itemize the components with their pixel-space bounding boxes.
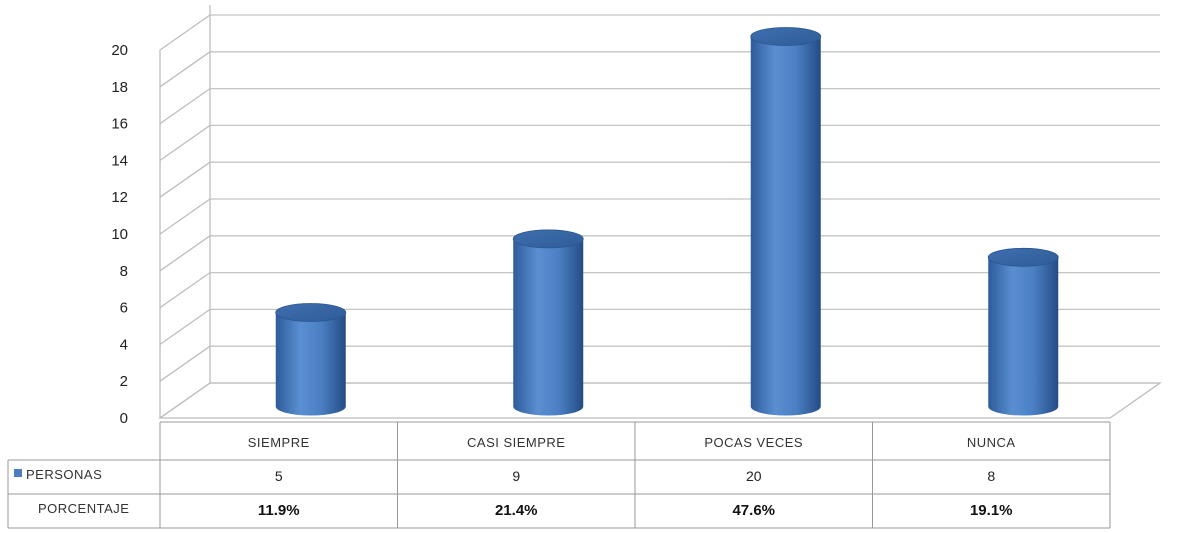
gridline-depth — [159, 161, 211, 198]
gridline-depth — [159, 345, 211, 382]
gridline-depth — [159, 14, 211, 51]
gridline-depth — [159, 88, 211, 125]
y-tick-label: 0 — [120, 410, 128, 427]
bar-body — [275, 312, 346, 416]
data-label: 11.9% — [258, 502, 300, 519]
data-label: 47.6% — [732, 502, 775, 519]
y-tick-label: 12 — [111, 189, 128, 206]
gridline-depth — [159, 51, 211, 88]
gridline-depth — [159, 272, 211, 309]
data-label: 20 — [746, 468, 762, 484]
bar — [750, 27, 822, 416]
data-label: 5 — [275, 468, 283, 484]
y-tick-label: 20 — [111, 42, 128, 59]
y-tick-label: 16 — [111, 116, 128, 133]
legend-key — [14, 469, 22, 477]
y-tick-label: 10 — [111, 226, 128, 243]
bar-body — [988, 257, 1059, 416]
y-tick-label: 14 — [111, 152, 128, 169]
bar-top — [275, 303, 347, 322]
y-tick-label: 2 — [120, 373, 128, 390]
data-table: SIEMPRE CASI SIEMPRE POCAS VECES NUNCA PERSO… — [7, 421, 1111, 529]
bar-top — [750, 27, 822, 46]
gridline-depth — [159, 198, 211, 235]
y-tick-label: 18 — [111, 79, 128, 96]
chart-floor — [157, 382, 1163, 419]
data-label: 21.4% — [495, 502, 538, 519]
gridline-depth — [159, 124, 211, 161]
x-tick-label: CASI SIEMPRE — [467, 435, 565, 450]
x-tick-label: NUNCA — [967, 435, 1016, 450]
y-tick-label: 8 — [120, 263, 128, 280]
bar-top — [512, 229, 584, 249]
y-tick-label: 6 — [120, 300, 128, 317]
y-axis: 0 2 4 6 8 10 12 14 16 18 20 — [111, 42, 128, 427]
bar-top — [987, 247, 1059, 267]
y-tick-label: 4 — [120, 336, 128, 353]
table-row-label: PORCENTAJE — [38, 501, 129, 516]
bar-body — [513, 238, 584, 416]
table-row-label: PERSONAS — [26, 467, 102, 482]
data-label: 9 — [512, 468, 520, 484]
data-label: 19.1% — [970, 502, 1013, 519]
gridline-depth — [159, 235, 211, 272]
bar-body — [750, 36, 821, 416]
data-label: 8 — [987, 468, 995, 484]
bar — [275, 303, 347, 416]
x-tick-label: SIEMPRE — [248, 435, 310, 450]
gridlines — [157, 5, 1163, 419]
bar — [512, 229, 584, 416]
bar — [987, 247, 1059, 416]
bars — [275, 27, 1059, 416]
x-tick-label: POCAS VECES — [704, 435, 803, 450]
gridline-depth — [159, 308, 211, 345]
